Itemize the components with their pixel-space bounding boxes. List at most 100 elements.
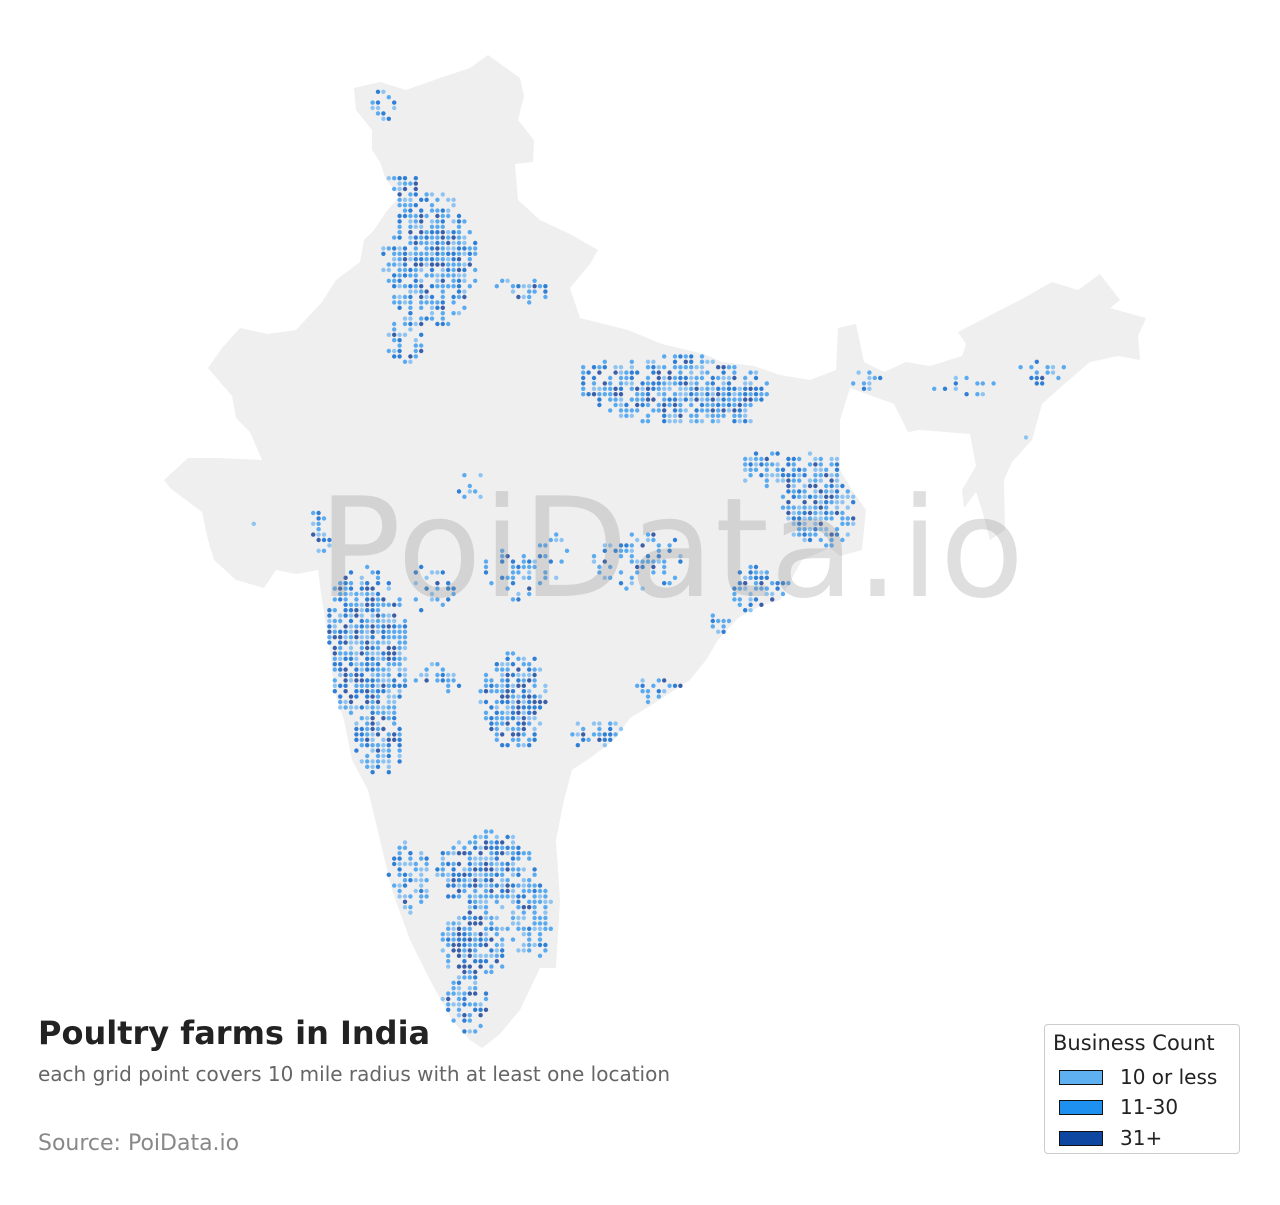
grid-point [327, 640, 332, 645]
grid-point [510, 883, 516, 888]
grid-point [386, 699, 391, 705]
grid-point [424, 878, 429, 883]
grid-point [807, 516, 813, 521]
grid-point [521, 851, 526, 856]
grid-point [343, 667, 348, 672]
grid-point [402, 883, 408, 888]
grid-point [527, 689, 532, 694]
grid-point [505, 743, 510, 748]
grid-point [370, 667, 375, 672]
grid-point [640, 386, 645, 391]
grid-point [651, 537, 656, 543]
grid-point [435, 662, 440, 667]
grid-point [510, 651, 516, 656]
grid-point [365, 629, 370, 634]
grid-point [359, 689, 364, 694]
grid-point [483, 926, 489, 931]
grid-point [521, 888, 526, 894]
grid-point [748, 456, 753, 462]
grid-point [527, 559, 532, 564]
grid-point [845, 505, 850, 510]
grid-point [473, 975, 478, 980]
grid-point [402, 262, 408, 267]
grid-point [419, 240, 424, 246]
grid-point [683, 354, 688, 359]
grid-point [359, 678, 364, 683]
grid-point [737, 392, 742, 397]
grid-point [370, 597, 375, 602]
grid-point [683, 392, 688, 397]
grid-point [678, 381, 683, 386]
grid-point [446, 926, 451, 931]
grid-point [802, 473, 807, 478]
grid-point [365, 726, 370, 732]
grid-point [834, 532, 840, 537]
grid-point [435, 197, 440, 202]
grid-point [348, 645, 354, 651]
grid-point [446, 240, 451, 246]
grid-point [802, 505, 807, 510]
grid-point [753, 570, 759, 575]
watermark: PoiData.io [318, 468, 1026, 629]
grid-point [424, 235, 429, 240]
grid-point [516, 694, 521, 699]
grid-point [451, 203, 456, 208]
grid-point [402, 683, 408, 688]
grid-point [478, 867, 483, 872]
grid-point [527, 662, 532, 667]
grid-point [413, 348, 418, 354]
grid-point [348, 662, 354, 667]
grid-point [716, 629, 721, 634]
grid-point [613, 397, 618, 402]
grid-point [797, 532, 802, 537]
grid-point [602, 743, 607, 748]
grid-point [392, 300, 397, 305]
grid-point [500, 888, 505, 894]
grid-point [510, 851, 516, 856]
grid-point [851, 500, 856, 505]
grid-point [424, 257, 429, 262]
grid-point [581, 732, 586, 737]
grid-point [419, 608, 424, 613]
grid-point [500, 732, 505, 737]
grid-point [413, 570, 418, 575]
grid-point [370, 737, 375, 742]
grid-point [494, 726, 499, 732]
grid-point [581, 370, 586, 375]
grid-point [413, 224, 418, 229]
grid-point [440, 872, 445, 877]
grid-point [510, 840, 516, 845]
grid-point [802, 516, 807, 521]
grid-point [748, 564, 753, 570]
grid-point [386, 770, 391, 775]
grid-point [672, 397, 678, 402]
grid-point [510, 937, 516, 942]
grid-point [510, 861, 516, 867]
grid-point [381, 726, 386, 732]
grid-point [532, 699, 537, 705]
grid-point [429, 284, 435, 289]
grid-point [608, 397, 613, 402]
grid-point [359, 651, 364, 656]
grid-point [446, 689, 451, 694]
grid-point [354, 651, 359, 656]
grid-point [678, 397, 683, 402]
grid-point [840, 521, 845, 526]
grid-point [311, 510, 316, 516]
grid-point [483, 969, 489, 975]
grid-point [602, 392, 607, 397]
grid-point [505, 888, 510, 894]
grid-point [494, 710, 499, 715]
grid-point [419, 564, 424, 570]
grid-point [462, 926, 467, 931]
grid-point [402, 316, 408, 321]
grid-point [451, 921, 456, 926]
grid-point [516, 726, 521, 732]
grid-point [435, 872, 440, 877]
grid-point [386, 246, 391, 251]
grid-point [548, 537, 553, 543]
grid-point [527, 694, 532, 699]
grid-point [483, 845, 489, 850]
grid-point [386, 640, 391, 645]
grid-point [780, 473, 786, 478]
